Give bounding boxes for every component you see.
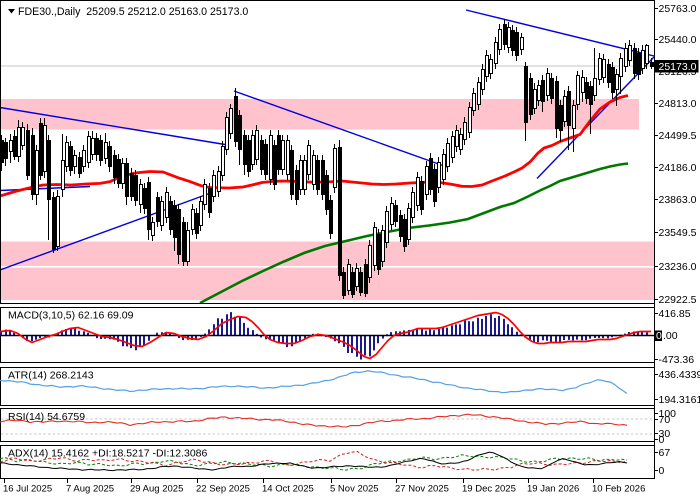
svg-text:MACD(3,10,5) 62.16 69.09: MACD(3,10,5) 62.16 69.09 [8,310,134,322]
svg-text:22922.5: 22922.5 [659,294,697,306]
svg-text:27 Nov 2025: 27 Nov 2025 [395,484,449,495]
svg-text:23549.5: 23549.5 [659,227,697,239]
svg-text:25173.0: 25173.0 [659,61,697,73]
svg-text:25440.0: 25440.0 [659,34,697,46]
svg-text:-473.36: -473.36 [659,354,695,366]
svg-text:FDE30.,Daily 25209.5 25212.0: FDE30.,Daily 25209.5 25212.0 25163.0 251… [18,6,248,18]
svg-text:7 Aug 2025: 7 Aug 2025 [66,484,114,495]
svg-text:70: 70 [659,414,671,426]
svg-text:22 Sep 2025: 22 Sep 2025 [196,484,250,495]
svg-text:436.4339: 436.4339 [659,369,700,381]
svg-text:10 Feb 2026: 10 Feb 2026 [592,484,645,495]
svg-text:19 Jan 2026: 19 Jan 2026 [527,484,579,495]
svg-text:194.3161: 194.3161 [659,394,700,406]
svg-text:16 Jul 2025: 16 Jul 2025 [3,484,52,495]
svg-text:0: 0 [659,434,665,446]
svg-text:14 Oct 2025: 14 Oct 2025 [262,484,314,495]
svg-text:5 Nov 2025: 5 Nov 2025 [330,484,379,495]
svg-text:RSI(14) 54.6759: RSI(14) 54.6759 [8,411,85,423]
svg-text:0: 0 [656,330,662,342]
svg-text:ADX(14) 15.4162 +DI:18.5217 -D: ADX(14) 15.4162 +DI:18.5217 -DI:12.3086 [8,448,208,460]
svg-text:30: 30 [659,428,671,440]
svg-text:24186.0: 24186.0 [659,162,697,174]
svg-text:67: 67 [659,447,671,459]
svg-text:.00: .00 [663,330,678,342]
svg-text:29 Aug 2025: 29 Aug 2025 [130,484,183,495]
svg-text:25763.0: 25763.0 [659,3,697,15]
svg-text:24813.0: 24813.0 [659,98,697,110]
svg-text:19 Dec 2025: 19 Dec 2025 [462,484,516,495]
svg-text:23236.0: 23236.0 [659,261,697,273]
svg-text:100: 100 [659,408,677,420]
svg-text:ATR(14) 268.2143: ATR(14) 268.2143 [8,370,94,382]
svg-text:416.85: 416.85 [659,308,691,320]
svg-text:23863.0: 23863.0 [659,194,697,206]
svg-text:24499.5: 24499.5 [659,130,697,142]
svg-text:0: 0 [659,465,665,477]
